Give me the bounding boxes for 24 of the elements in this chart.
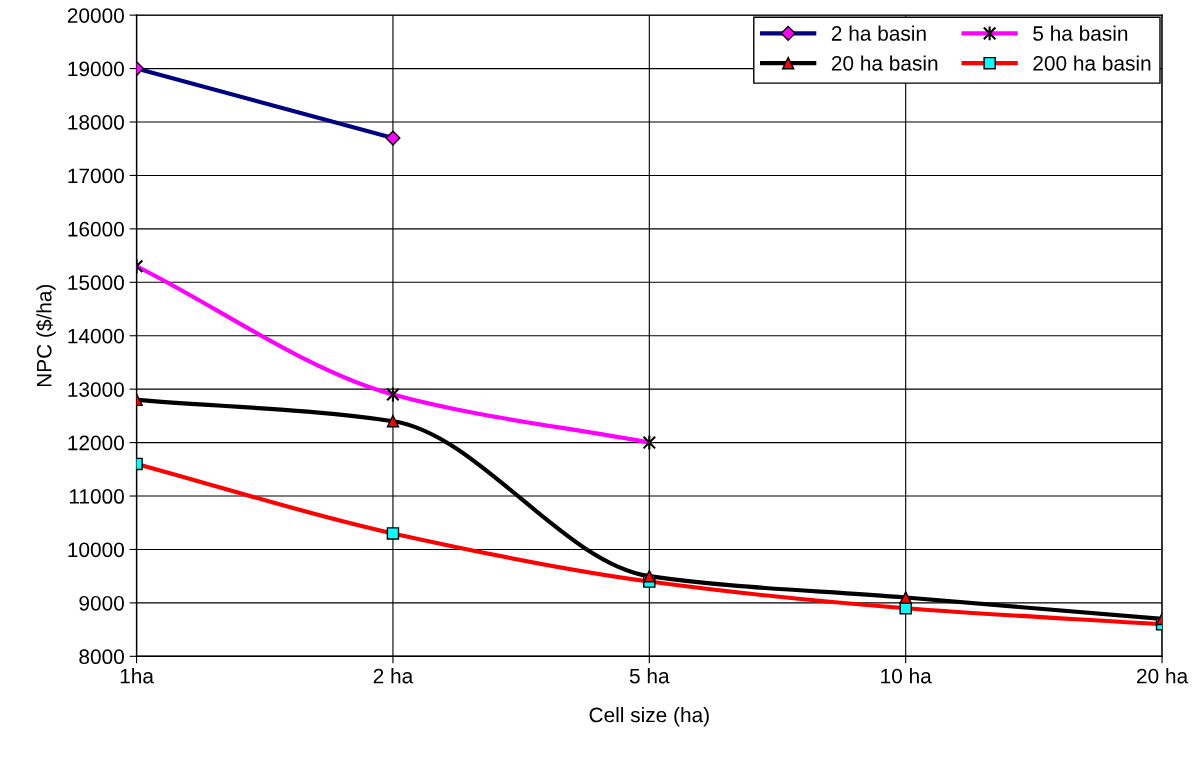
y-tick-label: 12000 [68, 435, 124, 451]
y-tick-label: 18000 [68, 115, 124, 130]
legend-label: 200 ha basin [1033, 55, 1151, 71]
y-tick-label: 9000 [79, 595, 124, 611]
x-axis-title: Cell size (ha) [589, 706, 709, 727]
y-axis-title: NPC ($/ha) [35, 284, 56, 387]
y-tick-label: 17000 [68, 168, 124, 184]
legend-label: 20 ha basin [831, 55, 938, 71]
y-tick-label: 19000 [68, 61, 124, 77]
x-tick-label: 1ha [120, 668, 154, 684]
x-tick-label: 5 ha [629, 668, 670, 684]
y-tick-label: 14000 [68, 328, 124, 344]
y-tick-label: 13000 [68, 382, 124, 397]
x-tick-label: 2 ha [373, 668, 414, 684]
x-tick-label: 10 ha [881, 668, 932, 684]
y-tick-label: 16000 [68, 221, 124, 237]
y-tick-label: 8000 [79, 649, 124, 665]
y-tick-label: 15000 [68, 275, 124, 291]
y-tick-label: 10000 [68, 542, 124, 558]
y-tick-label: 11000 [69, 489, 124, 504]
y-tick-label: 20000 [67, 8, 124, 23]
legend-label: 2 ha basin [831, 25, 926, 41]
legend-label: 5 ha basin [1033, 25, 1128, 41]
x-tick-label: 20 ha [1137, 668, 1189, 684]
